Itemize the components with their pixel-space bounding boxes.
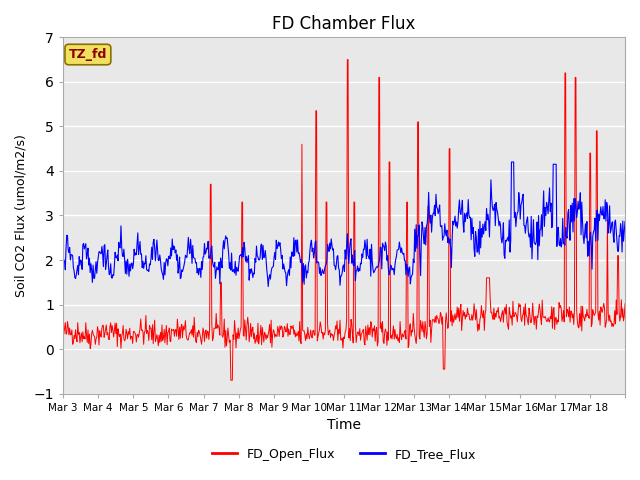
FD_Open_Flux [229,332,237,338]
FD_Tree_Flux [60,254,67,260]
Line: FD_Open_Flux: FD_Open_Flux [63,60,625,380]
FD_Tree_Flux [256,254,264,260]
FD_Tree_Flux [508,159,515,165]
FD_Tree_Flux [403,261,410,267]
FD_Open_Flux [257,323,265,328]
FD_Open_Flux [60,327,67,333]
FD_Open_Flux [435,321,443,326]
FD_Open_Flux [621,301,629,307]
FD_Tree_Flux [435,211,442,216]
FD_Tree_Flux [621,219,629,225]
FD_Open_Flux [404,199,412,205]
FD_Tree_Flux [278,252,286,258]
FD_Tree_Flux [125,274,133,279]
Text: TZ_fd: TZ_fd [68,48,107,61]
Y-axis label: Soil CO2 Flux (umol/m2/s): Soil CO2 Flux (umol/m2/s) [15,134,28,297]
FD_Tree_Flux [264,284,272,289]
FD_Open_Flux [278,324,286,330]
FD_Open_Flux [344,57,351,62]
FD_Open_Flux [125,331,133,337]
Legend: FD_Open_Flux, FD_Tree_Flux: FD_Open_Flux, FD_Tree_Flux [207,443,481,466]
FD_Tree_Flux [228,268,236,274]
Line: FD_Tree_Flux: FD_Tree_Flux [63,162,625,287]
FD_Open_Flux [227,377,235,383]
X-axis label: Time: Time [327,418,361,432]
Title: FD Chamber Flux: FD Chamber Flux [273,15,416,33]
